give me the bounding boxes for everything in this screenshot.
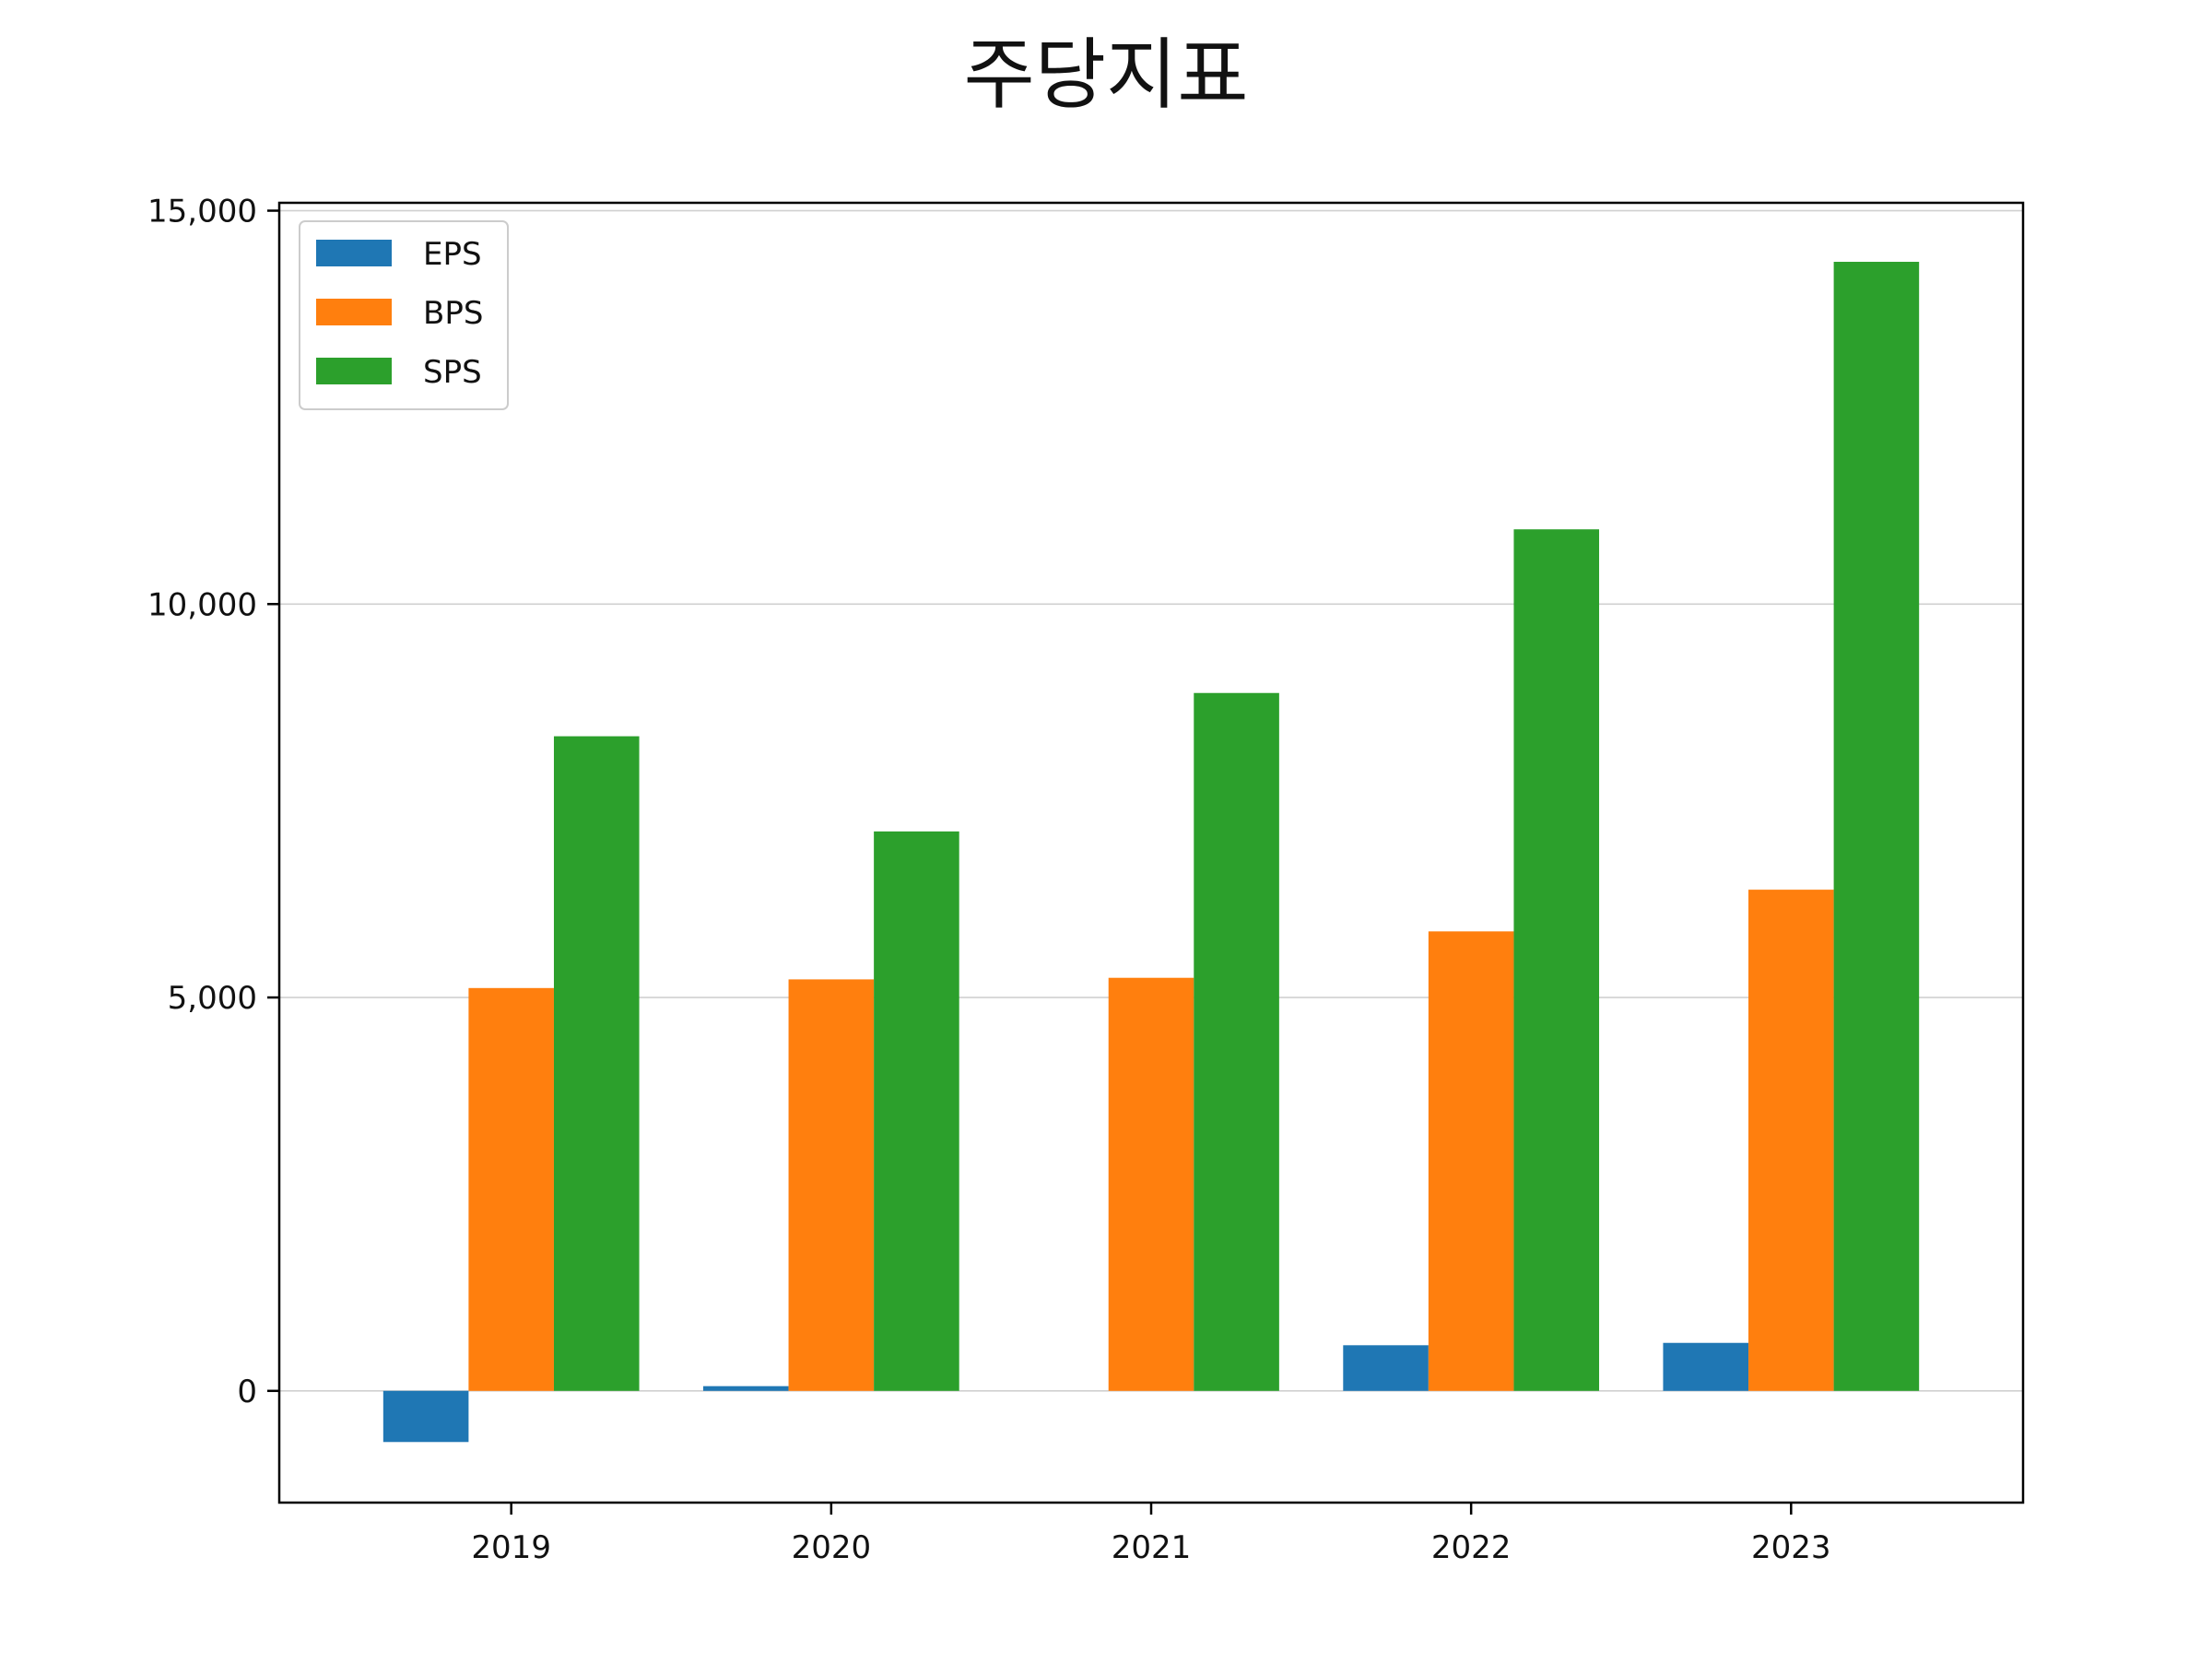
x-tick-label: 2019 bbox=[471, 1529, 551, 1566]
legend-swatch-eps bbox=[316, 240, 392, 266]
bar-eps-2020 bbox=[702, 1386, 789, 1391]
x-tick-label: 2022 bbox=[1431, 1529, 1512, 1566]
bar-sps-2019 bbox=[553, 736, 640, 1391]
x-tick-label: 2023 bbox=[1751, 1529, 1831, 1566]
bar-sps-2021 bbox=[1194, 692, 1279, 1391]
legend-label-sps: SPS bbox=[423, 354, 482, 391]
bar-bps-2020 bbox=[788, 979, 875, 1391]
bar-sps-2022 bbox=[1513, 529, 1600, 1391]
y-tick-label: 0 bbox=[237, 1374, 257, 1410]
legend: EPS BPS SPS bbox=[299, 220, 509, 410]
x-tick-label: 2021 bbox=[1112, 1529, 1192, 1566]
bar-eps-2023 bbox=[1663, 1342, 1749, 1391]
bar-eps-2019 bbox=[382, 1390, 469, 1443]
legend-swatch-bps bbox=[316, 299, 392, 325]
bar-bps-2023 bbox=[1748, 890, 1834, 1391]
legend-label-eps: EPS bbox=[423, 236, 482, 273]
legend-label-bps: BPS bbox=[423, 295, 483, 332]
bar-bps-2021 bbox=[1108, 977, 1194, 1391]
bar-bps-2022 bbox=[1428, 931, 1514, 1391]
y-tick-label: 15,000 bbox=[147, 194, 257, 230]
bar-bps-2019 bbox=[468, 987, 554, 1391]
legend-swatch-sps bbox=[316, 358, 392, 384]
x-tick-label: 2020 bbox=[792, 1529, 872, 1566]
bar-sps-2023 bbox=[1833, 262, 1920, 1391]
y-tick-label: 5,000 bbox=[168, 980, 257, 1017]
y-tick-label: 10,000 bbox=[147, 586, 257, 623]
bar-eps-2022 bbox=[1343, 1345, 1429, 1391]
bar-sps-2020 bbox=[874, 831, 959, 1391]
chart-title: 주당지표 bbox=[963, 29, 1249, 120]
